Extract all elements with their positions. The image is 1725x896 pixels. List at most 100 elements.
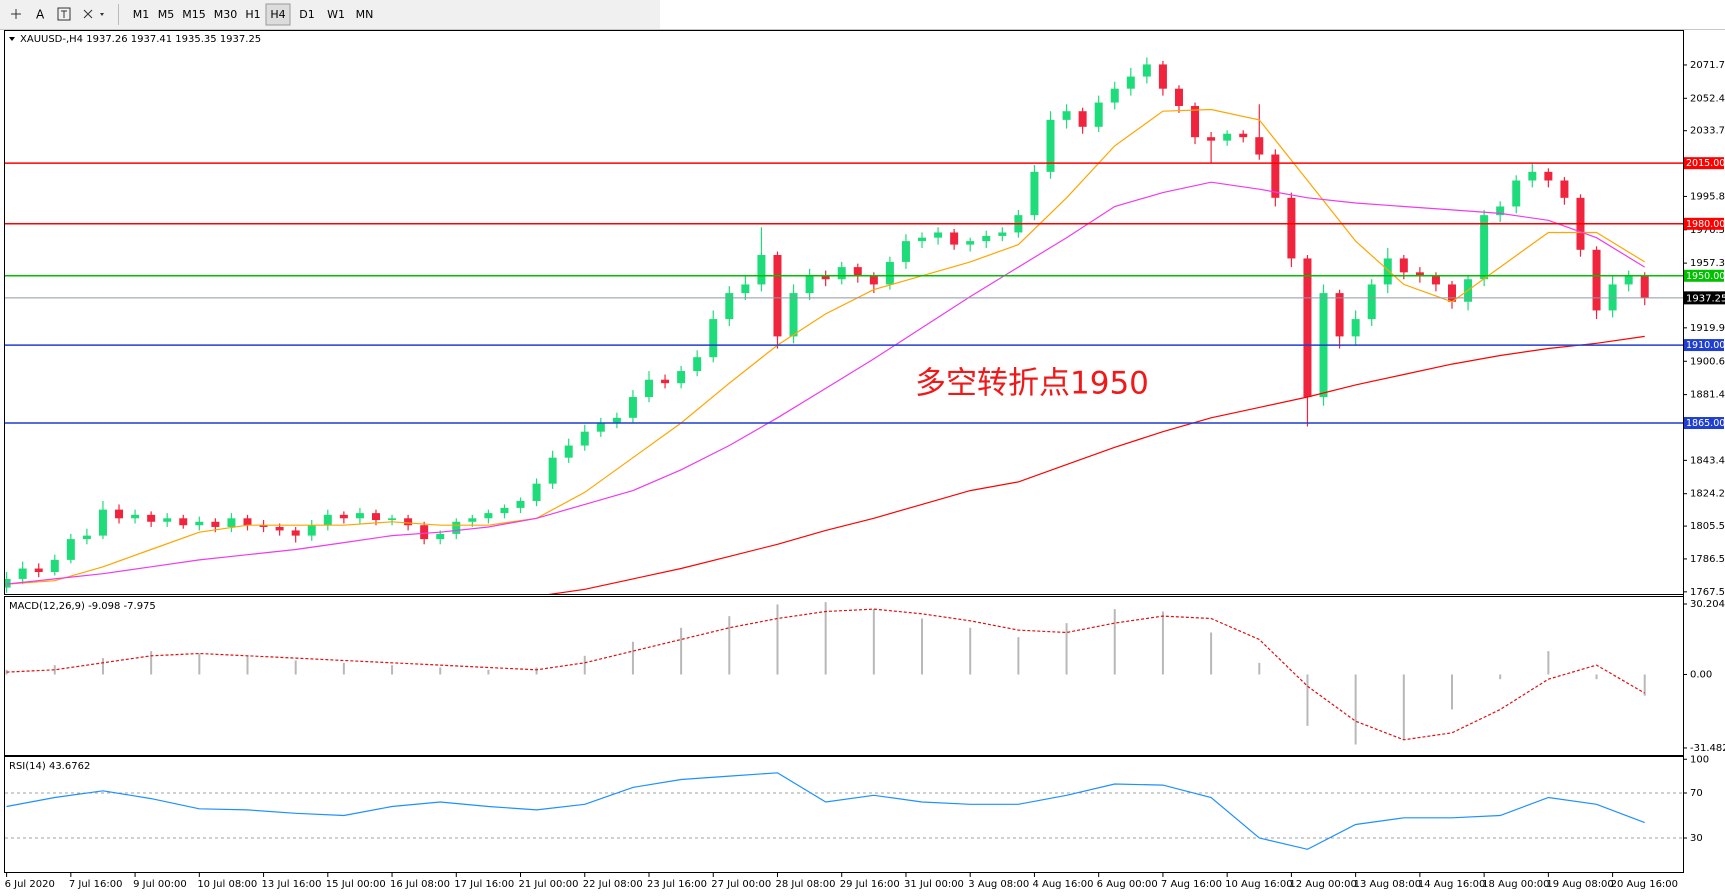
candle-body [548,457,557,484]
candle-body [211,521,220,527]
x-tick-label: 12 Aug 00:00 [1289,879,1356,890]
macd-bar [1547,651,1550,675]
candle-body [1271,154,1280,198]
timeframe-button[interactable]: W1 [323,4,349,25]
moving-average [6,108,1646,585]
label-tool[interactable] [57,7,71,21]
candle-body [645,379,653,398]
timeframe-button[interactable]: D1 [295,4,319,25]
timeframe-button[interactable]: MN [352,4,377,25]
timeframe-button[interactable]: M1 [130,4,152,25]
macd-bar [1354,674,1357,745]
candle-body [1046,119,1055,172]
timeframe-button[interactable]: H1 [242,4,264,25]
candle-body [901,241,910,262]
candle-body [436,533,445,540]
x-tick-label: 3 Aug 08:00 [968,879,1029,890]
candle-body [950,232,959,245]
shapes-tool[interactable] [83,9,104,19]
macd-bar [1595,674,1598,680]
macd-signal [6,608,1646,741]
macd-bar [391,665,394,675]
x-tick-label: 13 Aug 08:00 [1354,879,1421,890]
button-bg[interactable] [323,4,349,25]
macd-bar [921,618,924,675]
rsi-line [6,772,1645,850]
candle-body [34,568,43,572]
x-tick-label: 14 Aug 16:00 [1418,879,1485,890]
candle-body [1431,275,1440,285]
candle-body [1448,284,1456,302]
x-tick-label: 19 Aug 08:00 [1546,879,1613,890]
level-label: 1980.00 [1686,219,1725,230]
candle-body [98,509,107,536]
candle-body [869,275,878,285]
button-bg[interactable] [265,3,291,26]
button-bg[interactable] [130,4,152,25]
button-label[interactable]: M1 [133,8,150,21]
button-bg[interactable] [179,4,209,25]
y-tick-label: 1919.95 [1690,323,1725,334]
button-label[interactable]: H4 [270,8,285,21]
x-tick-label: 31 Jul 00:00 [904,879,964,890]
button-bg[interactable] [352,4,377,25]
y-tick-label: 1843.45 [1690,455,1725,466]
macd-bar [150,651,153,675]
macd-bar [535,667,538,675]
x-tick-label: 13 Jul 16:00 [262,879,322,890]
menu-arrow[interactable] [9,37,15,41]
timeframe-button[interactable]: M15 [179,4,209,25]
button-label[interactable]: W1 [327,8,345,21]
button-label[interactable]: M30 [214,8,238,21]
x-tick-label: 27 Jul 00:00 [711,879,771,890]
candle-body [420,525,429,540]
toolbar: A M1 M5 M15 M30 H1 H4 D1 W1 MN [0,0,1725,30]
macd-bar [1451,674,1453,710]
button-label[interactable]: H1 [245,8,260,21]
candle-body [388,518,397,521]
y-tick-label: -31.482 [1690,743,1725,754]
x-tick-label: 9 Jul 00:00 [133,879,187,890]
candle-body [1560,180,1569,198]
candle-body [1383,258,1392,285]
button-label[interactable]: D1 [299,8,314,21]
candle-body [323,514,332,526]
macd-bar [5,669,8,675]
timeframe-button[interactable]: M5 [154,4,178,25]
candle-body [163,518,172,522]
candle-body [50,559,59,572]
button-label[interactable]: M15 [182,8,206,21]
moving-average [6,181,1646,585]
macd-bar [1065,623,1068,675]
candle-body [1142,64,1151,77]
button-label[interactable]: M5 [158,8,175,21]
level-label: 1910.00 [1686,340,1725,351]
y-tick-label: 2071.70 [1690,60,1725,71]
macd-bar [198,653,201,675]
macd-bar [1643,674,1646,696]
button-bg[interactable] [154,4,178,25]
button-label[interactable]: MN [356,8,374,21]
timeframe-button[interactable]: H4 [265,3,291,26]
text-tool[interactable]: A [36,8,45,22]
button-bg[interactable] [242,4,264,25]
candle-body [580,431,589,446]
candle-body [195,521,204,526]
button-bg[interactable] [295,4,319,25]
y-tick-label: 1767.55 [1690,587,1725,598]
macd-bar [680,627,683,675]
candle-body [1335,293,1344,337]
level-label: 2015.00 [1686,158,1725,169]
candle-body [307,525,316,536]
macd-bar [1161,611,1164,675]
x-tick-label: 10 Jul 08:00 [197,879,257,890]
candle-body [773,254,782,337]
timeframe-button[interactable]: M30 [211,4,240,25]
macd-bar [439,667,442,675]
level-label: 1950.00 [1686,271,1725,282]
crosshair-tool[interactable] [11,9,21,19]
x-tick-label: 23 Jul 16:00 [647,879,707,890]
button-bg[interactable] [211,4,240,25]
x-tick-label: 6 Aug 00:00 [1097,879,1158,890]
candle-body [1624,275,1633,285]
